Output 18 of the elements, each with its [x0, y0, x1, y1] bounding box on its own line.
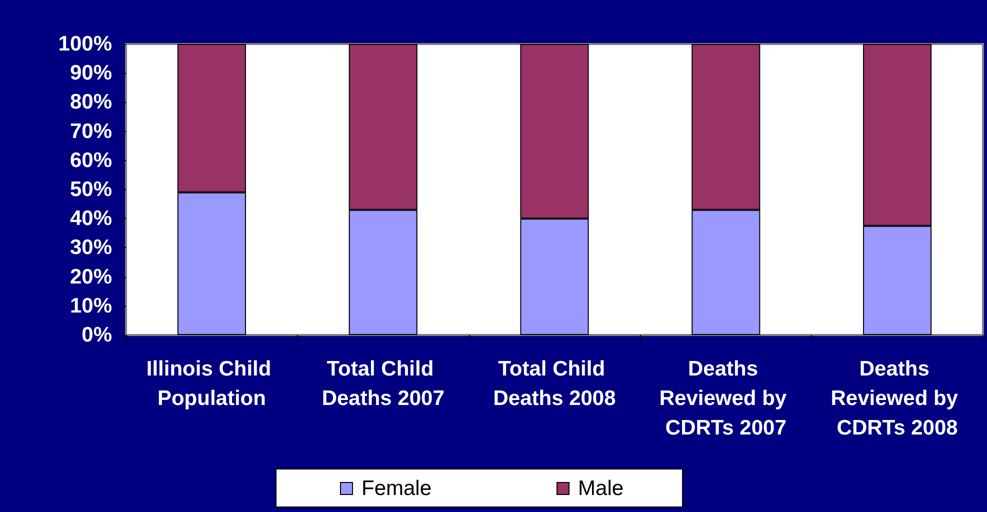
y-tick-label: 10% — [70, 294, 112, 318]
y-tick-label: 70% — [70, 120, 112, 143]
y-tick-label: 100% — [58, 32, 112, 56]
legend-label: Male — [578, 477, 624, 500]
x-tick-label: Deaths Reviewed by CDRTs 2008 — [830, 357, 964, 440]
y-tick-label: 0% — [82, 324, 112, 346]
x-tick-label: Illinois Child Population — [146, 357, 278, 410]
y-tick-label: 60% — [70, 148, 112, 172]
y-tick-label: 90% — [70, 62, 112, 85]
legend-label: Female — [362, 477, 432, 500]
y-tick-label: 40% — [70, 207, 112, 230]
x-tick-label: Total Child Deaths 2007 — [322, 357, 444, 410]
x-tick-label: Deaths Reviewed by CDRTs 2007 — [659, 357, 792, 440]
y-tick-label: 80% — [70, 90, 112, 114]
y-tick-label: 50% — [70, 178, 112, 201]
y-tick-label: 20% — [70, 265, 112, 288]
y-tick-label: 30% — [70, 236, 112, 260]
x-tick-label: Total Child Deaths 2008 — [493, 357, 616, 410]
